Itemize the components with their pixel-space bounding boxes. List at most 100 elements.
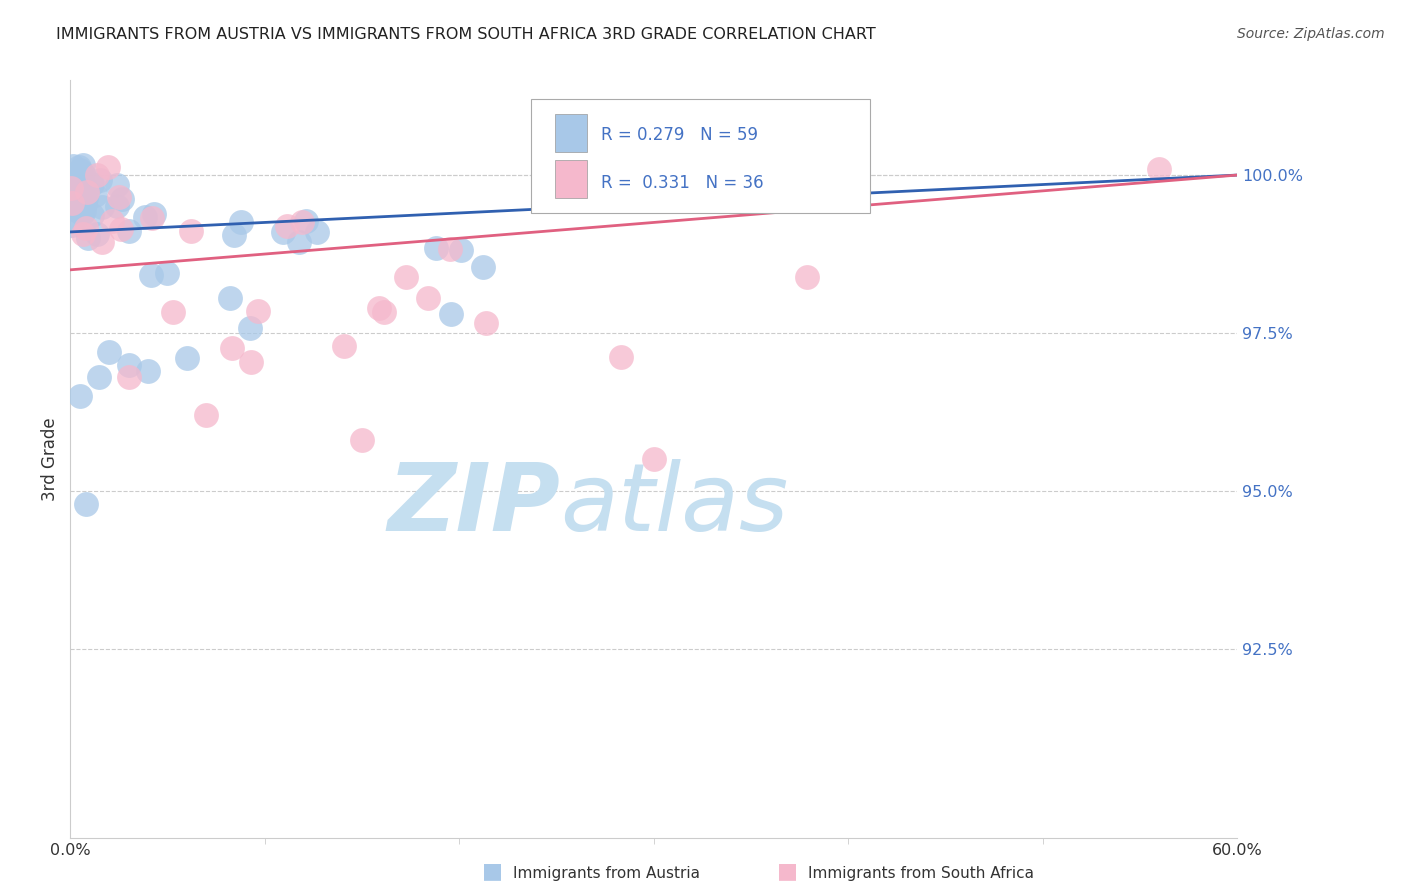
Point (98, 345, 121, 359)
Text: IMMIGRANTS FROM AUSTRIA VS IMMIGRANTS FROM SOUTH AFRICA 3RD GRADE CORRELATION CH: IMMIGRANTS FROM AUSTRIA VS IMMIGRANTS FR… (56, 27, 876, 42)
Point (118, 358, 141, 372)
Point (142, 207, 165, 221)
Point (373, 304, 395, 318)
Point (108, 190, 131, 204)
Point (796, 269, 818, 284)
Point (450, 243, 472, 257)
Point (305, 225, 328, 239)
Text: Source: ZipAtlas.com: Source: ZipAtlas.com (1237, 27, 1385, 41)
Point (295, 214, 318, 228)
Point (60, 168, 83, 182)
Point (1149, 161, 1171, 176)
Point (70, 183, 93, 197)
Point (276, 219, 298, 234)
Point (425, 241, 447, 255)
Point (475, 316, 498, 330)
Point (134, 211, 156, 225)
Point (89, 173, 111, 187)
Point (105, 178, 128, 193)
Point (73, 179, 96, 194)
Point (80, 208, 103, 222)
Point (62, 159, 84, 173)
Point (117, 224, 139, 238)
Point (110, 221, 132, 235)
Point (101, 213, 124, 227)
Point (75, 221, 97, 235)
Point (72, 167, 94, 181)
Point (352, 434, 374, 448)
Text: Immigrants from Austria: Immigrants from Austria (513, 866, 700, 881)
Text: Immigrants from South Africa: Immigrants from South Africa (808, 866, 1035, 881)
Point (105, 199, 128, 213)
Point (59, 181, 82, 195)
Point (439, 242, 461, 256)
Point (136, 364, 159, 378)
Point (273, 225, 295, 239)
Point (288, 235, 311, 250)
Point (162, 304, 184, 318)
Point (76, 185, 98, 199)
Point (73, 204, 96, 219)
Bar (554, 114, 588, 153)
Bar (554, 160, 588, 198)
Point (82, 177, 104, 191)
Point (118, 370, 141, 384)
Point (395, 270, 418, 285)
Point (221, 341, 243, 355)
Point (471, 260, 494, 274)
Point (222, 227, 245, 242)
Point (91, 235, 114, 249)
Point (367, 301, 389, 315)
Point (176, 351, 198, 366)
Point (59, 200, 82, 214)
Point (77, 231, 100, 245)
Text: ■: ■ (778, 862, 797, 881)
Text: atlas: atlas (561, 459, 789, 550)
Point (333, 339, 356, 353)
Text: R =  0.331   N = 36: R = 0.331 N = 36 (602, 174, 763, 192)
Point (610, 350, 633, 364)
Point (86, 227, 108, 242)
Point (141, 211, 163, 226)
Point (97, 160, 120, 174)
Text: R = 0.279   N = 59: R = 0.279 N = 59 (602, 126, 758, 144)
Point (60, 181, 83, 195)
Point (156, 266, 179, 280)
Point (75, 197, 97, 211)
Point (63, 199, 86, 213)
Point (291, 215, 314, 229)
Point (180, 224, 202, 238)
Point (239, 321, 262, 335)
Point (86, 169, 108, 183)
Point (66, 175, 89, 189)
Point (73, 196, 96, 211)
Point (70, 207, 93, 221)
Point (72, 186, 94, 201)
Point (89, 370, 111, 384)
Point (72, 158, 94, 172)
Point (67, 160, 90, 174)
Point (440, 307, 463, 321)
Text: ZIP: ZIP (388, 458, 561, 551)
Point (65, 178, 87, 192)
Point (75, 192, 97, 206)
Point (84, 187, 107, 202)
Point (69, 162, 91, 177)
Point (219, 291, 242, 305)
Point (195, 408, 218, 422)
Point (60, 196, 83, 211)
Point (72, 227, 94, 241)
Point (65, 203, 87, 218)
Text: ■: ■ (482, 862, 502, 881)
Point (63, 213, 86, 227)
Point (139, 268, 162, 282)
Point (111, 192, 134, 206)
Point (69, 389, 91, 403)
Point (91, 200, 114, 214)
FancyBboxPatch shape (531, 99, 870, 213)
Point (231, 215, 253, 229)
Point (247, 303, 270, 318)
Point (240, 354, 263, 368)
Point (60, 218, 83, 232)
Point (75, 497, 97, 511)
